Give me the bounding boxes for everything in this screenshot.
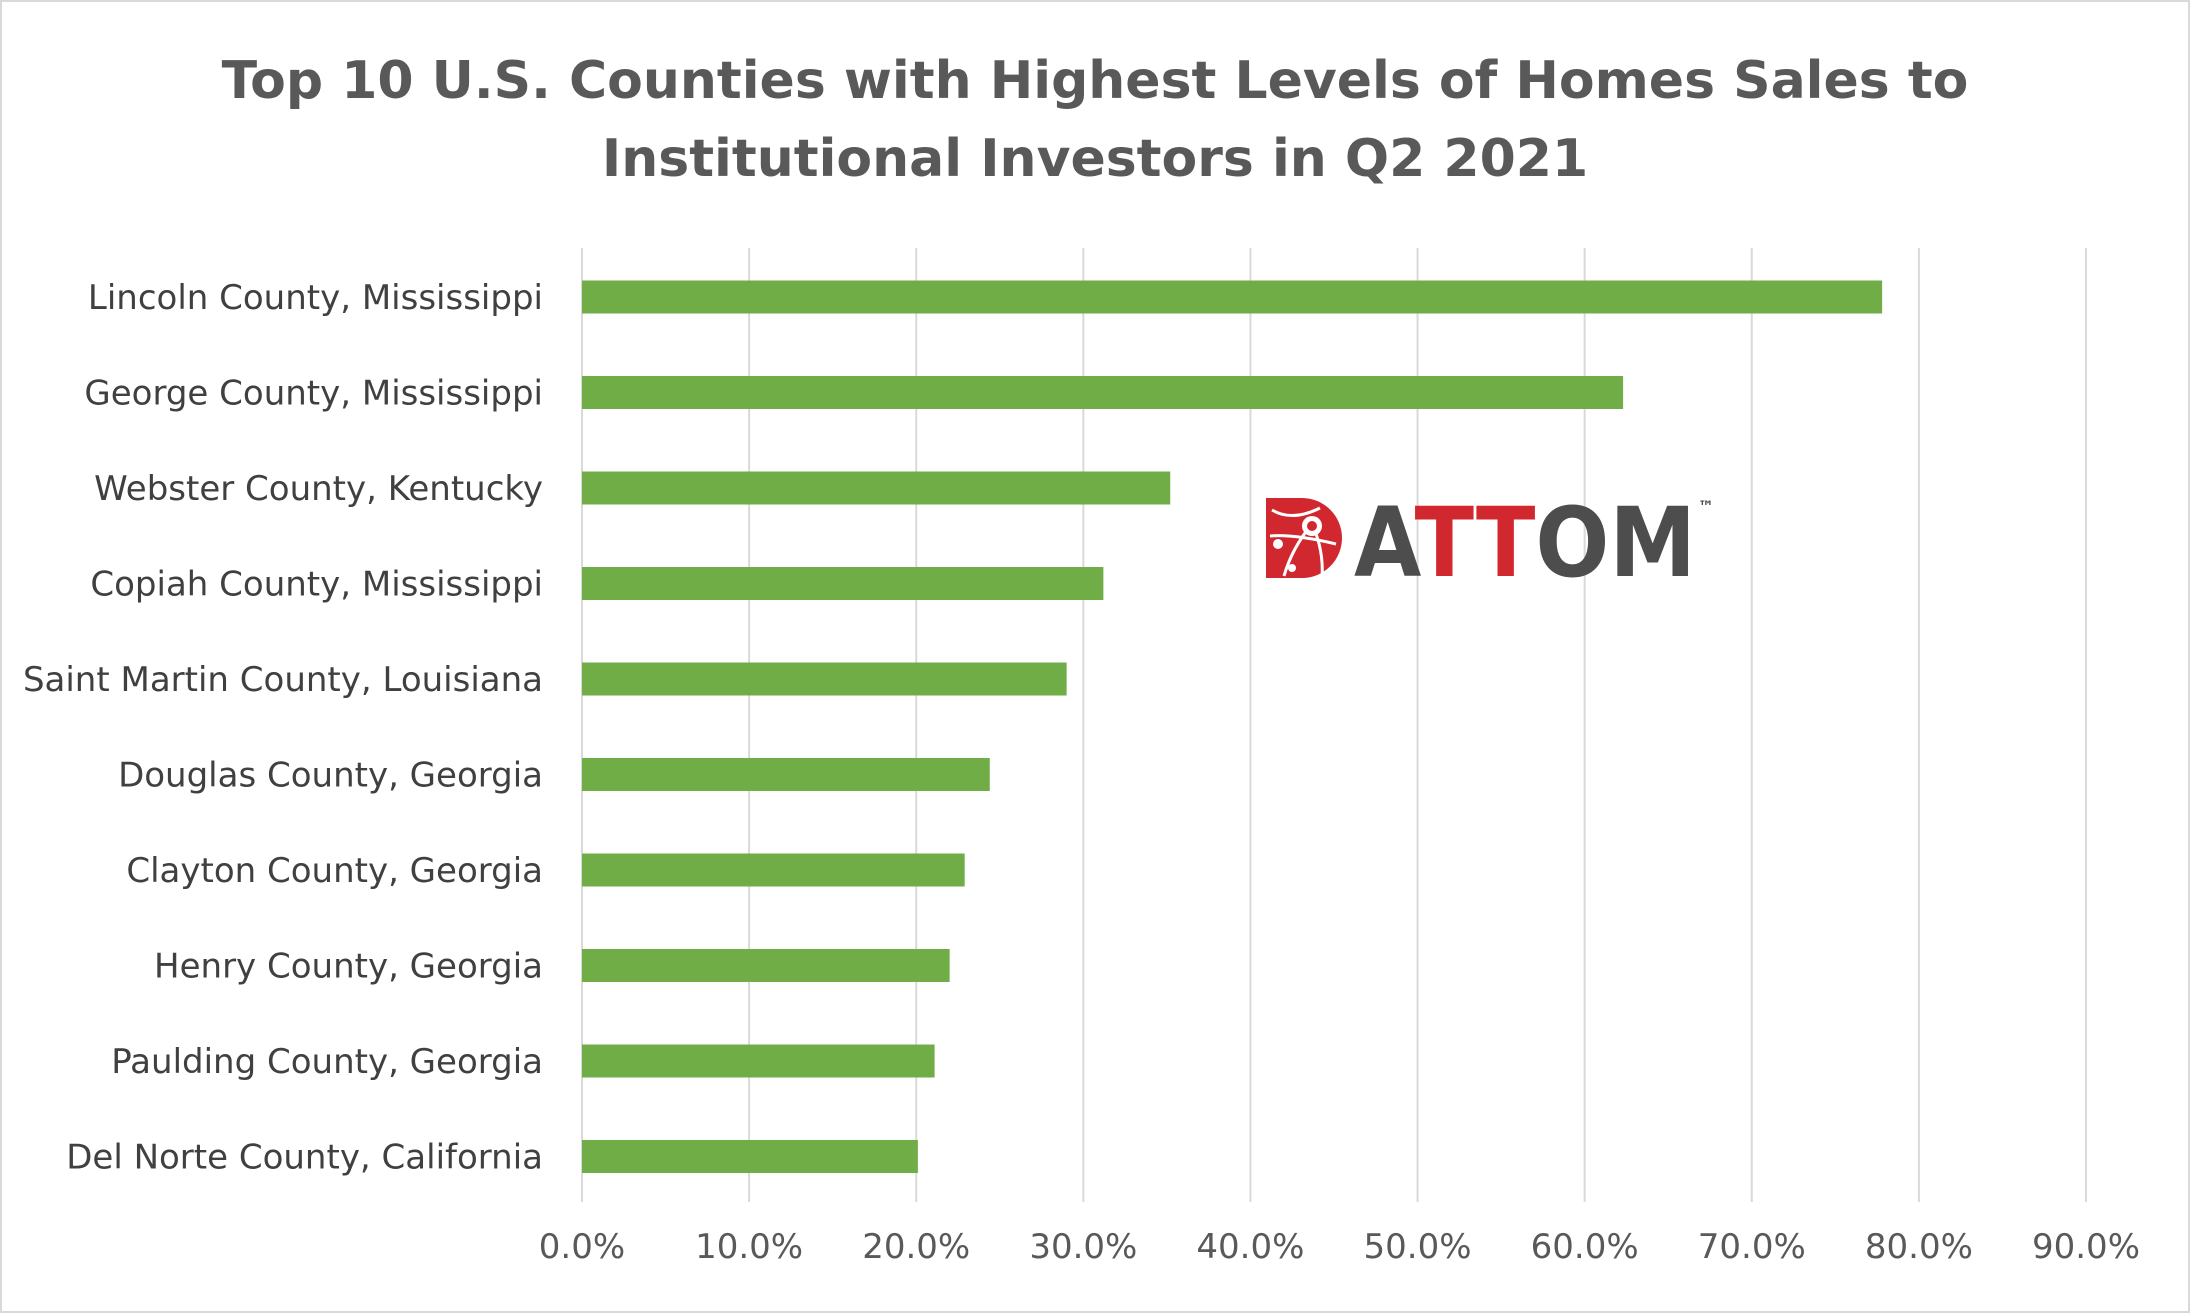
- chart-title-line-1: Top 10 U.S. Counties with Highest Levels…: [221, 51, 1969, 111]
- bar: [582, 853, 965, 887]
- category-labels: Lincoln County, Mississippi George County…: [23, 278, 543, 1178]
- bar: [582, 280, 1883, 314]
- logo-letters: TT: [1415, 488, 1536, 588]
- x-tick-label: 70.0%: [1698, 1227, 1806, 1267]
- category-label: Henry County, Georgia: [154, 947, 543, 987]
- chart-title: Top 10 U.S. Counties with Highest Levels…: [0, 42, 2190, 198]
- logo-letters: A: [1354, 488, 1421, 588]
- category-label: Lincoln County, Mississippi: [88, 278, 543, 318]
- bar: [582, 662, 1067, 696]
- x-tick-label: 50.0%: [1364, 1227, 1472, 1267]
- bar: [582, 1044, 935, 1078]
- x-tick-label: 40.0%: [1196, 1227, 1304, 1267]
- x-tick-label: 20.0%: [862, 1227, 970, 1267]
- category-label: George County, Mississippi: [84, 374, 543, 414]
- bar: [582, 471, 1171, 505]
- category-label: Del Norte County, California: [66, 1138, 543, 1178]
- x-tick-label: 90.0%: [2032, 1227, 2140, 1267]
- logo-wordmark: ATTOM: [1354, 488, 1696, 588]
- chart-title-line-2: Institutional Investors in Q2 2021: [601, 129, 1589, 189]
- bar: [582, 758, 990, 791]
- x-tick-label: 60.0%: [1531, 1227, 1639, 1267]
- x-tick-label: 80.0%: [1865, 1227, 1973, 1267]
- globe-icon: [1266, 498, 1342, 579]
- x-tick-label: 0.0%: [539, 1227, 625, 1267]
- x-tick-label: 10.0%: [695, 1227, 803, 1267]
- bar: [582, 1140, 918, 1173]
- bars: [582, 280, 1883, 1173]
- bar: [582, 949, 950, 982]
- bar: [582, 567, 1104, 600]
- category-label: Copiah County, Mississippi: [90, 565, 543, 605]
- logo-letters: OM: [1535, 488, 1696, 588]
- attom-logo: ATTOM ™: [1266, 488, 1714, 588]
- logo-trademark: ™: [1698, 497, 1714, 516]
- category-label: Paulding County, Georgia: [111, 1042, 543, 1082]
- category-label: Douglas County, Georgia: [118, 756, 543, 796]
- x-tick-label: 30.0%: [1029, 1227, 1137, 1267]
- category-label: Webster County, Kentucky: [94, 469, 543, 509]
- x-axis-tick-labels: 0.0% 10.0% 20.0% 30.0% 40.0% 50.0% 60.0% 70.0% 8…: [539, 1227, 2140, 1267]
- bar: [582, 376, 1624, 409]
- category-label: Clayton County, Georgia: [126, 851, 543, 891]
- category-label: Saint Martin County, Louisiana: [23, 660, 543, 700]
